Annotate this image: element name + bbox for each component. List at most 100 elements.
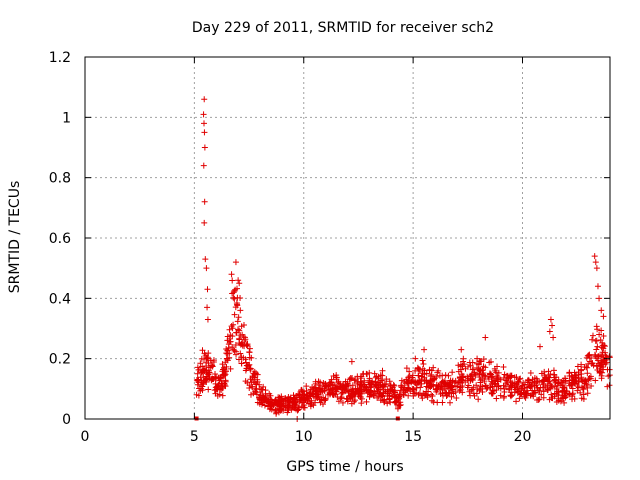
data-point [253, 391, 260, 398]
data-point [378, 377, 385, 384]
data-point [443, 393, 450, 400]
data-point [212, 390, 219, 397]
data-point [489, 379, 496, 386]
data-point [258, 397, 265, 404]
data-point [390, 381, 397, 388]
y-tick-label: 0 [62, 412, 71, 428]
data-point [303, 383, 310, 390]
axis-ticks: 0 0.2 0.4 0.6 0.8 1 1.2 0 5 10 15 20 [49, 50, 610, 445]
data-point [400, 391, 407, 398]
data-point [349, 382, 356, 389]
data-point [333, 388, 340, 395]
data-point [322, 382, 329, 389]
data-point [558, 397, 565, 404]
data-point [585, 360, 592, 367]
data-point [243, 359, 250, 366]
data-point [457, 375, 464, 382]
data-point [332, 391, 339, 398]
data-point [538, 378, 545, 385]
data-point [592, 259, 599, 266]
data-point [447, 399, 454, 406]
data-point [246, 354, 253, 361]
data-point [264, 398, 271, 405]
data-point [477, 385, 484, 392]
data-point [201, 144, 208, 151]
data-point [339, 399, 346, 406]
data-point [585, 376, 592, 383]
data-point [589, 332, 596, 339]
data-point [486, 359, 493, 366]
data-point [238, 360, 245, 367]
data-point [383, 380, 390, 387]
data-point [254, 371, 261, 378]
data-point [566, 369, 573, 376]
data-point [540, 394, 547, 401]
data-point [200, 162, 207, 169]
data-point [410, 386, 417, 393]
data-point [393, 397, 400, 404]
data-point [586, 352, 593, 359]
data-point [332, 384, 339, 391]
data-point [561, 399, 568, 406]
data-point [222, 383, 229, 390]
data-point [594, 343, 601, 350]
data-point [426, 380, 433, 387]
data-point [574, 363, 581, 370]
data-point [387, 399, 394, 406]
data-point [203, 373, 210, 380]
data-point [366, 375, 373, 382]
data-point [199, 379, 206, 386]
data-point [433, 373, 440, 380]
data-point [262, 387, 269, 394]
data-point [526, 382, 533, 389]
data-point [517, 391, 524, 398]
data-point [575, 384, 582, 391]
data-point [405, 392, 412, 399]
data-point [442, 389, 449, 396]
data-point [562, 375, 569, 382]
data-point [471, 370, 478, 377]
data-point [217, 375, 224, 382]
data-point [477, 379, 484, 386]
data-point [249, 383, 256, 390]
data-point [396, 402, 403, 409]
data-point [548, 391, 555, 398]
data-point [586, 375, 593, 382]
data-point [203, 265, 210, 272]
data-point [508, 372, 515, 379]
data-point [231, 347, 238, 354]
x-tick-label: 15 [404, 429, 422, 445]
data-point [443, 381, 450, 388]
data-point [531, 389, 538, 396]
data-point [538, 391, 545, 398]
data-point [592, 377, 599, 384]
data-point [589, 336, 596, 343]
data-point [200, 381, 207, 388]
data-point [489, 373, 496, 380]
data-point [433, 388, 440, 395]
data-point [335, 378, 342, 385]
data-point [415, 366, 422, 373]
data-point [527, 383, 534, 390]
data-point [230, 289, 237, 296]
data-point [570, 378, 577, 385]
data-point [315, 385, 322, 392]
data-point [484, 384, 491, 391]
data-point [452, 377, 459, 384]
data-point [291, 398, 298, 405]
y-tick-label: 0.2 [49, 352, 71, 368]
data-point [223, 355, 230, 362]
data-point [203, 367, 210, 374]
data-point [213, 373, 220, 380]
data-point [436, 372, 443, 379]
data-point [407, 388, 414, 395]
data-point [301, 402, 308, 409]
data-point [312, 380, 319, 387]
data-point [518, 391, 525, 398]
data-point [366, 381, 373, 388]
data-point [231, 295, 238, 302]
data-point [569, 390, 576, 397]
data-point [246, 349, 253, 356]
data-point [267, 402, 274, 409]
